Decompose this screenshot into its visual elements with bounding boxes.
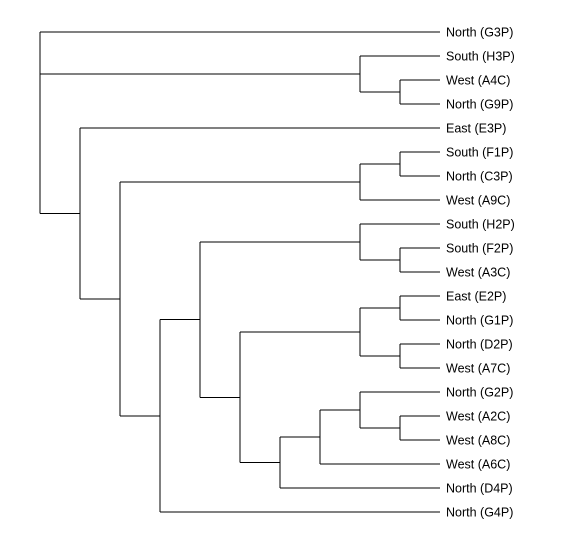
leaf-label: North (G3P) [446,26,513,40]
leaf-label: East (E3P) [446,122,506,136]
leaf-label: North (G1P) [446,314,513,328]
leaf-label: West (A8C) [446,434,510,448]
leaf-label: South (H3P) [446,50,515,64]
leaf-label: North (D4P) [446,482,513,496]
leaf-label: North (C3P) [446,170,513,184]
leaf-label: North (D2P) [446,338,513,352]
leaf-label: West (A4C) [446,74,510,88]
leaf-label: South (F1P) [446,146,513,160]
leaf-label: North (G9P) [446,98,513,112]
leaf-label: East (E2P) [446,290,506,304]
leaf-label: West (A3C) [446,266,510,280]
leaf-label: West (A6C) [446,458,510,472]
leaf-labels: North (G3P) South (H3P) West (A4C) North (G… [446,26,515,520]
leaf-label: West (A9C) [446,194,510,208]
leaf-label: North (G2P) [446,386,513,400]
tree-branches [39,31,440,513]
leaf-label: South (H2P) [446,218,515,232]
leaf-label: West (A7C) [446,362,510,376]
leaf-label: West (A2C) [446,410,510,424]
leaf-label: North (G4P) [446,506,513,520]
leaf-label: South (F2P) [446,242,513,256]
